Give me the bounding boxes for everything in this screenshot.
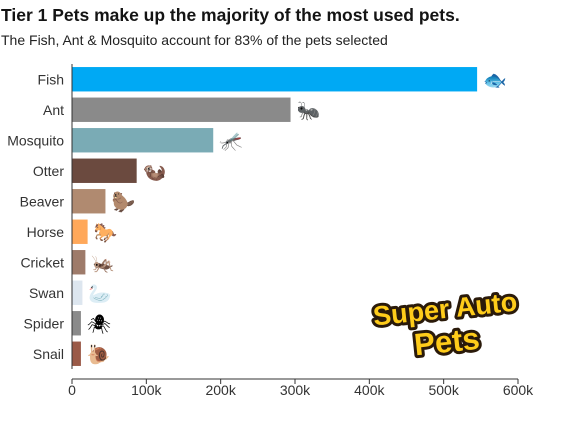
x-tick-label: 0 [68,382,76,398]
bar-snail [72,341,81,366]
swan-icon: 🦢 [88,283,112,305]
x-tick-label: 200k [205,382,236,398]
spider-icon: 🕷 [87,313,111,335]
otter-icon: 🦦 [143,161,167,183]
category-label-beaver: Beaver [20,193,65,209]
bar-fish [72,67,478,92]
chart-subtitle: The Fish, Ant & Mosquito account for 83%… [1,32,388,48]
super-auto-pets-logo: Super Auto Pets [369,286,522,364]
fish-icon: 🐟 [483,69,507,91]
category-label-snail: Snail [33,346,64,362]
x-tick-label: 400k [354,382,385,398]
chart-title: Tier 1 Pets make up the majority of the … [1,5,460,25]
x-tick-label: 600k [503,382,534,398]
category-label-otter: Otter [33,163,64,179]
category-label-spider: Spider [24,315,65,331]
horse-icon: 🐎 [94,222,118,244]
category-label-mosquito: Mosquito [7,132,64,148]
category-label-ant: Ant [43,102,64,118]
bar-otter [72,158,137,183]
bar-horse [72,219,88,244]
pet-icons: 🐟 🐜 🦟 🦦 🦫 🐎 🦗 🦢 🕷 🐌 [87,69,507,366]
bar-swan [72,280,83,305]
bar-beaver [72,189,106,214]
x-tick-label: 300k [280,382,311,398]
category-labels: Fish Ant Mosquito Otter Beaver Horse Cricket Sw… [7,71,64,362]
bar-cricket [72,250,86,275]
ant-icon: 🐜 [297,100,321,122]
bar-spider [72,311,81,336]
bar-ant [72,97,291,122]
mosquito-icon: 🦟 [219,130,243,152]
logo-text-line2: Pets [413,321,482,363]
snail-icon: 🐌 [87,344,111,366]
cricket-icon: 🦗 [91,252,115,274]
bar-mosquito [72,128,214,153]
bars-layer [72,67,478,366]
x-tick-label: 500k [428,382,459,398]
category-label-cricket: Cricket [20,254,64,270]
x-axis: 0 100k 200k 300k 400k 500k 600k [68,64,534,398]
category-label-horse: Horse [27,224,65,240]
beaver-icon: 🦫 [111,190,135,213]
x-tick-label: 100k [131,382,162,398]
category-label-fish: Fish [38,71,64,87]
category-label-swan: Swan [29,285,64,301]
